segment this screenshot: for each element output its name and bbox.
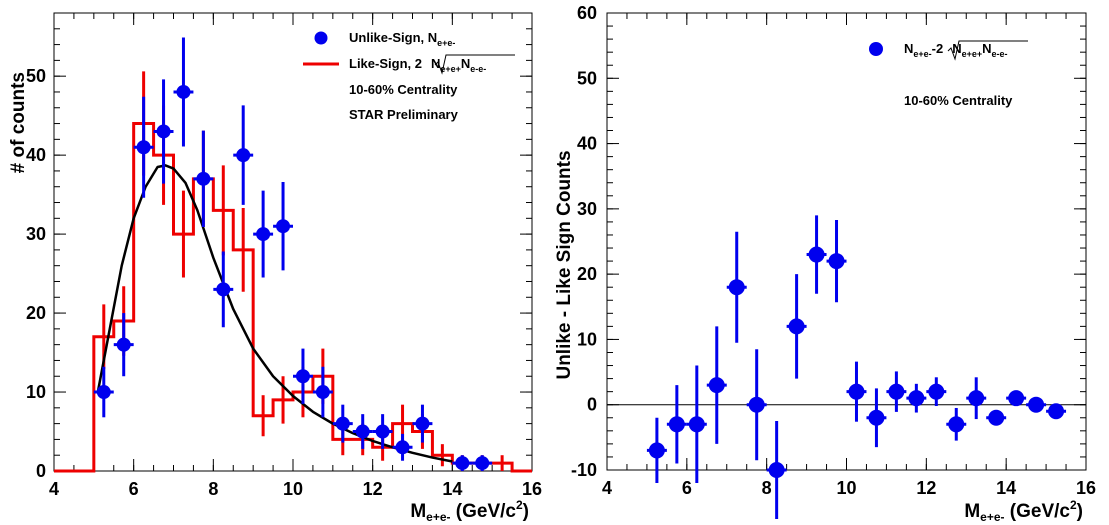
right-legend: Ne+e--2 Ne+e+Ne-e- 10-60% Centrality [869,40,1028,108]
data-point [236,148,251,163]
y-tick-label: 50 [577,68,597,88]
left-annotation-star: STAR Preliminary [349,107,459,122]
data-point [948,416,965,433]
right-tick-labels: 4 6 8 10 12 14 16 -10 0 10 20 30 40 50 60 [571,3,1096,498]
left-annotation-centrality: 10-60% Centrality [349,82,458,97]
x-tick-label: 4 [602,478,612,498]
data-point [748,396,765,413]
right-x-axis-label: Me+e- (GeV/c2) [964,498,1083,524]
data-point [848,383,865,400]
x-tick-label: 8 [208,479,218,499]
x-tick-label: 14 [442,479,462,499]
data-point [1048,403,1065,420]
data-point [968,390,985,407]
x-tick-label: 6 [682,478,692,498]
left-chart-panel: 4 6 8 10 12 14 16 0 10 20 30 40 50 # of counts Me+e-… [8,12,542,524]
y-tick-label: 10 [26,382,46,402]
data-point [1028,396,1045,413]
data-point [176,84,191,99]
data-point [96,385,111,400]
unlike-sign-points [93,37,493,471]
x-tick-label: 4 [49,479,59,499]
y-tick-label: 20 [26,303,46,323]
right-tick-marks [606,12,1087,471]
data-point [768,462,785,478]
data-point [728,279,745,296]
y-tick-label: 40 [577,134,597,154]
x-tick-label: 16 [522,479,542,499]
y-tick-label: 0 [36,461,46,481]
data-point [355,424,370,439]
x-tick-label: 16 [1076,478,1096,498]
data-point [136,140,151,155]
x-tick-label: 8 [762,478,772,498]
y-tick-label: 30 [26,224,46,244]
y-tick-label: 0 [587,395,597,415]
legend-difference-sqrt-sign [947,40,1028,61]
data-point [928,383,945,400]
data-point [475,456,490,471]
fit-curve [96,164,453,463]
like-sign-step-line [54,122,532,473]
data-point [808,246,825,263]
x-tick-label: 6 [129,479,139,499]
difference-points [646,215,1067,519]
left-tick-labels: 4 6 8 10 12 14 16 0 10 20 30 40 50 [26,66,542,499]
data-point [1008,390,1025,407]
like-sign-histogram [54,122,532,473]
data-point [116,337,131,352]
legend-unlike-marker [314,31,328,45]
data-point [688,416,705,433]
x-tick-label: 10 [283,479,303,499]
data-point [648,442,665,459]
legend-difference-marker [869,42,883,56]
data-point [335,416,350,431]
data-point [375,424,390,439]
y-tick-label: 30 [577,199,597,219]
data-point [788,318,805,335]
data-point [295,369,310,384]
left-tick-marks [53,12,533,472]
legend-like-label: Like-Sign, 2 Ne+e+Ne-e- [349,56,486,74]
data-point [415,416,430,431]
data-point [156,124,171,139]
y-tick-label: 60 [577,3,597,23]
x-tick-label: 12 [916,478,936,498]
data-point [828,253,845,270]
data-point [888,383,905,400]
right-chart-panel: 4 6 8 10 12 14 16 -10 0 10 20 30 40 50 60 Unlike - Lik… [554,3,1096,524]
left-x-axis-label: Me+e- (GeV/c2) [410,498,529,524]
data-point [455,456,470,471]
legend-like-sqrt-sign [434,54,515,75]
legend-unlike-label: Unlike-Sign, Ne+e- [349,30,455,48]
data-point [216,282,231,297]
left-y-axis-label: # of counts [8,72,29,173]
x-tick-label: 10 [836,478,856,498]
data-point [276,219,291,234]
x-tick-label: 14 [996,478,1016,498]
y-tick-label: 40 [26,145,46,165]
y-tick-label: -10 [571,460,597,480]
data-point [668,416,685,433]
y-tick-label: 10 [577,329,597,349]
left-plot-frame [53,12,533,472]
right-annotation-centrality: 10-60% Centrality [904,93,1013,108]
data-point [868,409,885,426]
data-point [908,390,925,407]
y-tick-label: 50 [26,66,46,86]
data-point [395,440,410,455]
data-point [708,377,725,394]
y-tick-label: 20 [577,264,597,284]
x-tick-label: 12 [363,479,383,499]
fit-curve-group [96,164,453,463]
data-point [988,409,1005,426]
data-point [196,171,211,186]
data-point [256,227,271,242]
right-y-axis-label: Unlike - Like Sign Counts [554,150,575,379]
left-legend: Unlike-Sign, Ne+e- Like-Sign, 2 Ne+e+Ne-e… [303,30,515,122]
data-point [315,385,330,400]
